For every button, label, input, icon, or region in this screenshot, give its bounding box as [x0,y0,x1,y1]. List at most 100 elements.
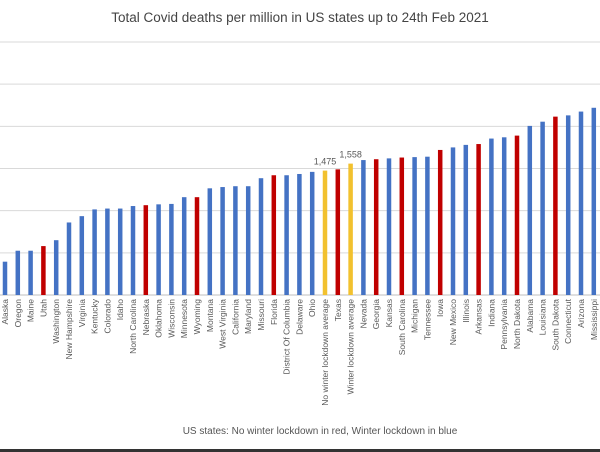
chart-title: Total Covid deaths per million in US sta… [111,10,489,25]
bar-tennessee [425,156,430,295]
x-tick-label: South Carolina [397,299,407,356]
bar-arizona [578,111,584,295]
bar-kansas [386,158,392,295]
x-tick-label: Idaho [115,299,125,321]
bar-indiana [489,138,494,295]
x-tick-label: Connecticut [563,298,573,344]
bar-oklahoma [156,204,161,295]
x-tick-label: Wyoming [192,299,202,335]
bar-new-mexico [450,147,456,295]
x-tick-label: Pennsylvania [499,299,509,350]
x-tick-label: Winter lockdown average [346,299,356,395]
bar-california [233,186,238,295]
x-tick-label: Texas [333,299,343,321]
x-axis-caption: US states: No winter lockdown in red, Wi… [182,426,458,437]
bar-idaho [117,208,123,295]
bar-connecticut [565,115,571,296]
bar-alaska [2,261,8,295]
bar-kentucky [92,209,97,295]
data-label: 1,475 [314,157,337,167]
x-tick-label: Minnesota [179,299,189,338]
x-tick-label: South Dakota [550,299,560,351]
bar-missouri [258,178,264,295]
x-tick-label: Louisiana [538,299,548,336]
bar-south-dakota [553,116,558,295]
x-tick-label: Iowa [435,299,445,317]
bar-arkansas [476,144,481,295]
bar-north-carolina [130,206,136,295]
bar-wisconsin [169,203,174,295]
bar-pennsylvania [501,137,507,295]
bar-winter-lockdown-average [348,163,353,295]
bar-washington [53,240,59,295]
bar-georgia [373,159,379,295]
bar-south-carolina [399,157,405,295]
bar-louisiana [540,121,545,295]
x-tick-label: Colorado [102,299,112,334]
x-tick-label: Nevada [358,299,368,329]
data-label: 1,558 [339,150,362,160]
x-tick-label: Georgia [371,299,381,330]
bar-district-of-columbia [284,175,289,295]
bar-nebraska [143,205,149,295]
bar-minnesota [181,197,187,295]
bar-alabama [527,125,533,295]
x-tick-label: Missouri [256,299,266,331]
x-tick-label: Washington [51,299,61,344]
x-tick-label: Illinois [461,299,471,323]
x-tick-label: Florida [269,299,279,325]
bar-nevada [361,160,366,295]
bar-iowa [437,149,443,295]
bar-wyoming [194,197,200,295]
x-tick-label: Nebraska [141,299,151,336]
bar-florida [271,175,277,295]
bar-new-hampshire [66,222,72,295]
bar-montana [207,188,213,295]
bar-michigan [412,157,417,295]
bar-colorado [105,208,110,295]
x-tick-label: Indiana [486,299,496,327]
window-bottom-edge [0,449,600,452]
x-tick-label: Maryland [243,299,253,334]
bar-no-winter-lockdown-average [322,170,328,295]
x-tick-label: North Carolina [128,299,138,354]
x-tick-label: New Hampshire [64,299,74,360]
x-tick-label: Arizona [576,299,586,328]
bar-mississippi [591,107,597,295]
x-tick-label: West Virginia [218,299,228,349]
x-tick-label: Utah [38,299,48,317]
bar-illinois [463,144,469,295]
bar-west-virginia [220,187,225,295]
bar-delaware [297,173,302,295]
x-tick-label: Alabama [525,299,535,333]
x-tick-label: Ohio [307,299,317,317]
x-tick-label: Kansas [384,299,394,327]
bar-virginia [79,216,85,295]
bar-ohio [309,171,315,295]
x-tick-label: North Dakota [512,299,522,349]
x-tick-label: Montana [205,299,215,332]
x-tick-label: Oklahoma [154,299,164,338]
x-tick-label: Delaware [294,299,304,335]
x-tick-label: Virginia [77,299,87,327]
bar-texas [335,169,341,295]
x-tick-label: California [230,299,240,335]
x-tick-label: Mississippi [589,299,599,340]
x-tick-label: Arkansas [474,299,484,334]
x-tick-label: Kentucky [90,298,100,334]
bar-maryland [245,186,251,295]
x-tick-label: Wisconsin [166,299,176,338]
x-tick-label: Maine [26,299,36,322]
x-tick-label: Tennessee [422,299,432,340]
bar-utah [41,246,46,295]
x-tick-label: District Of Columbia [282,299,292,375]
bar-north-dakota [514,135,520,295]
x-tick-label: New Mexico [448,299,458,346]
x-tick-label: Alaska [0,299,10,325]
x-tick-label: Oregon [13,299,23,328]
bar-maine [28,250,33,295]
x-tick-label: Michigan [410,299,420,333]
x-tick-label: No winter lockdown average [320,299,330,406]
bar-oregon [15,250,21,295]
